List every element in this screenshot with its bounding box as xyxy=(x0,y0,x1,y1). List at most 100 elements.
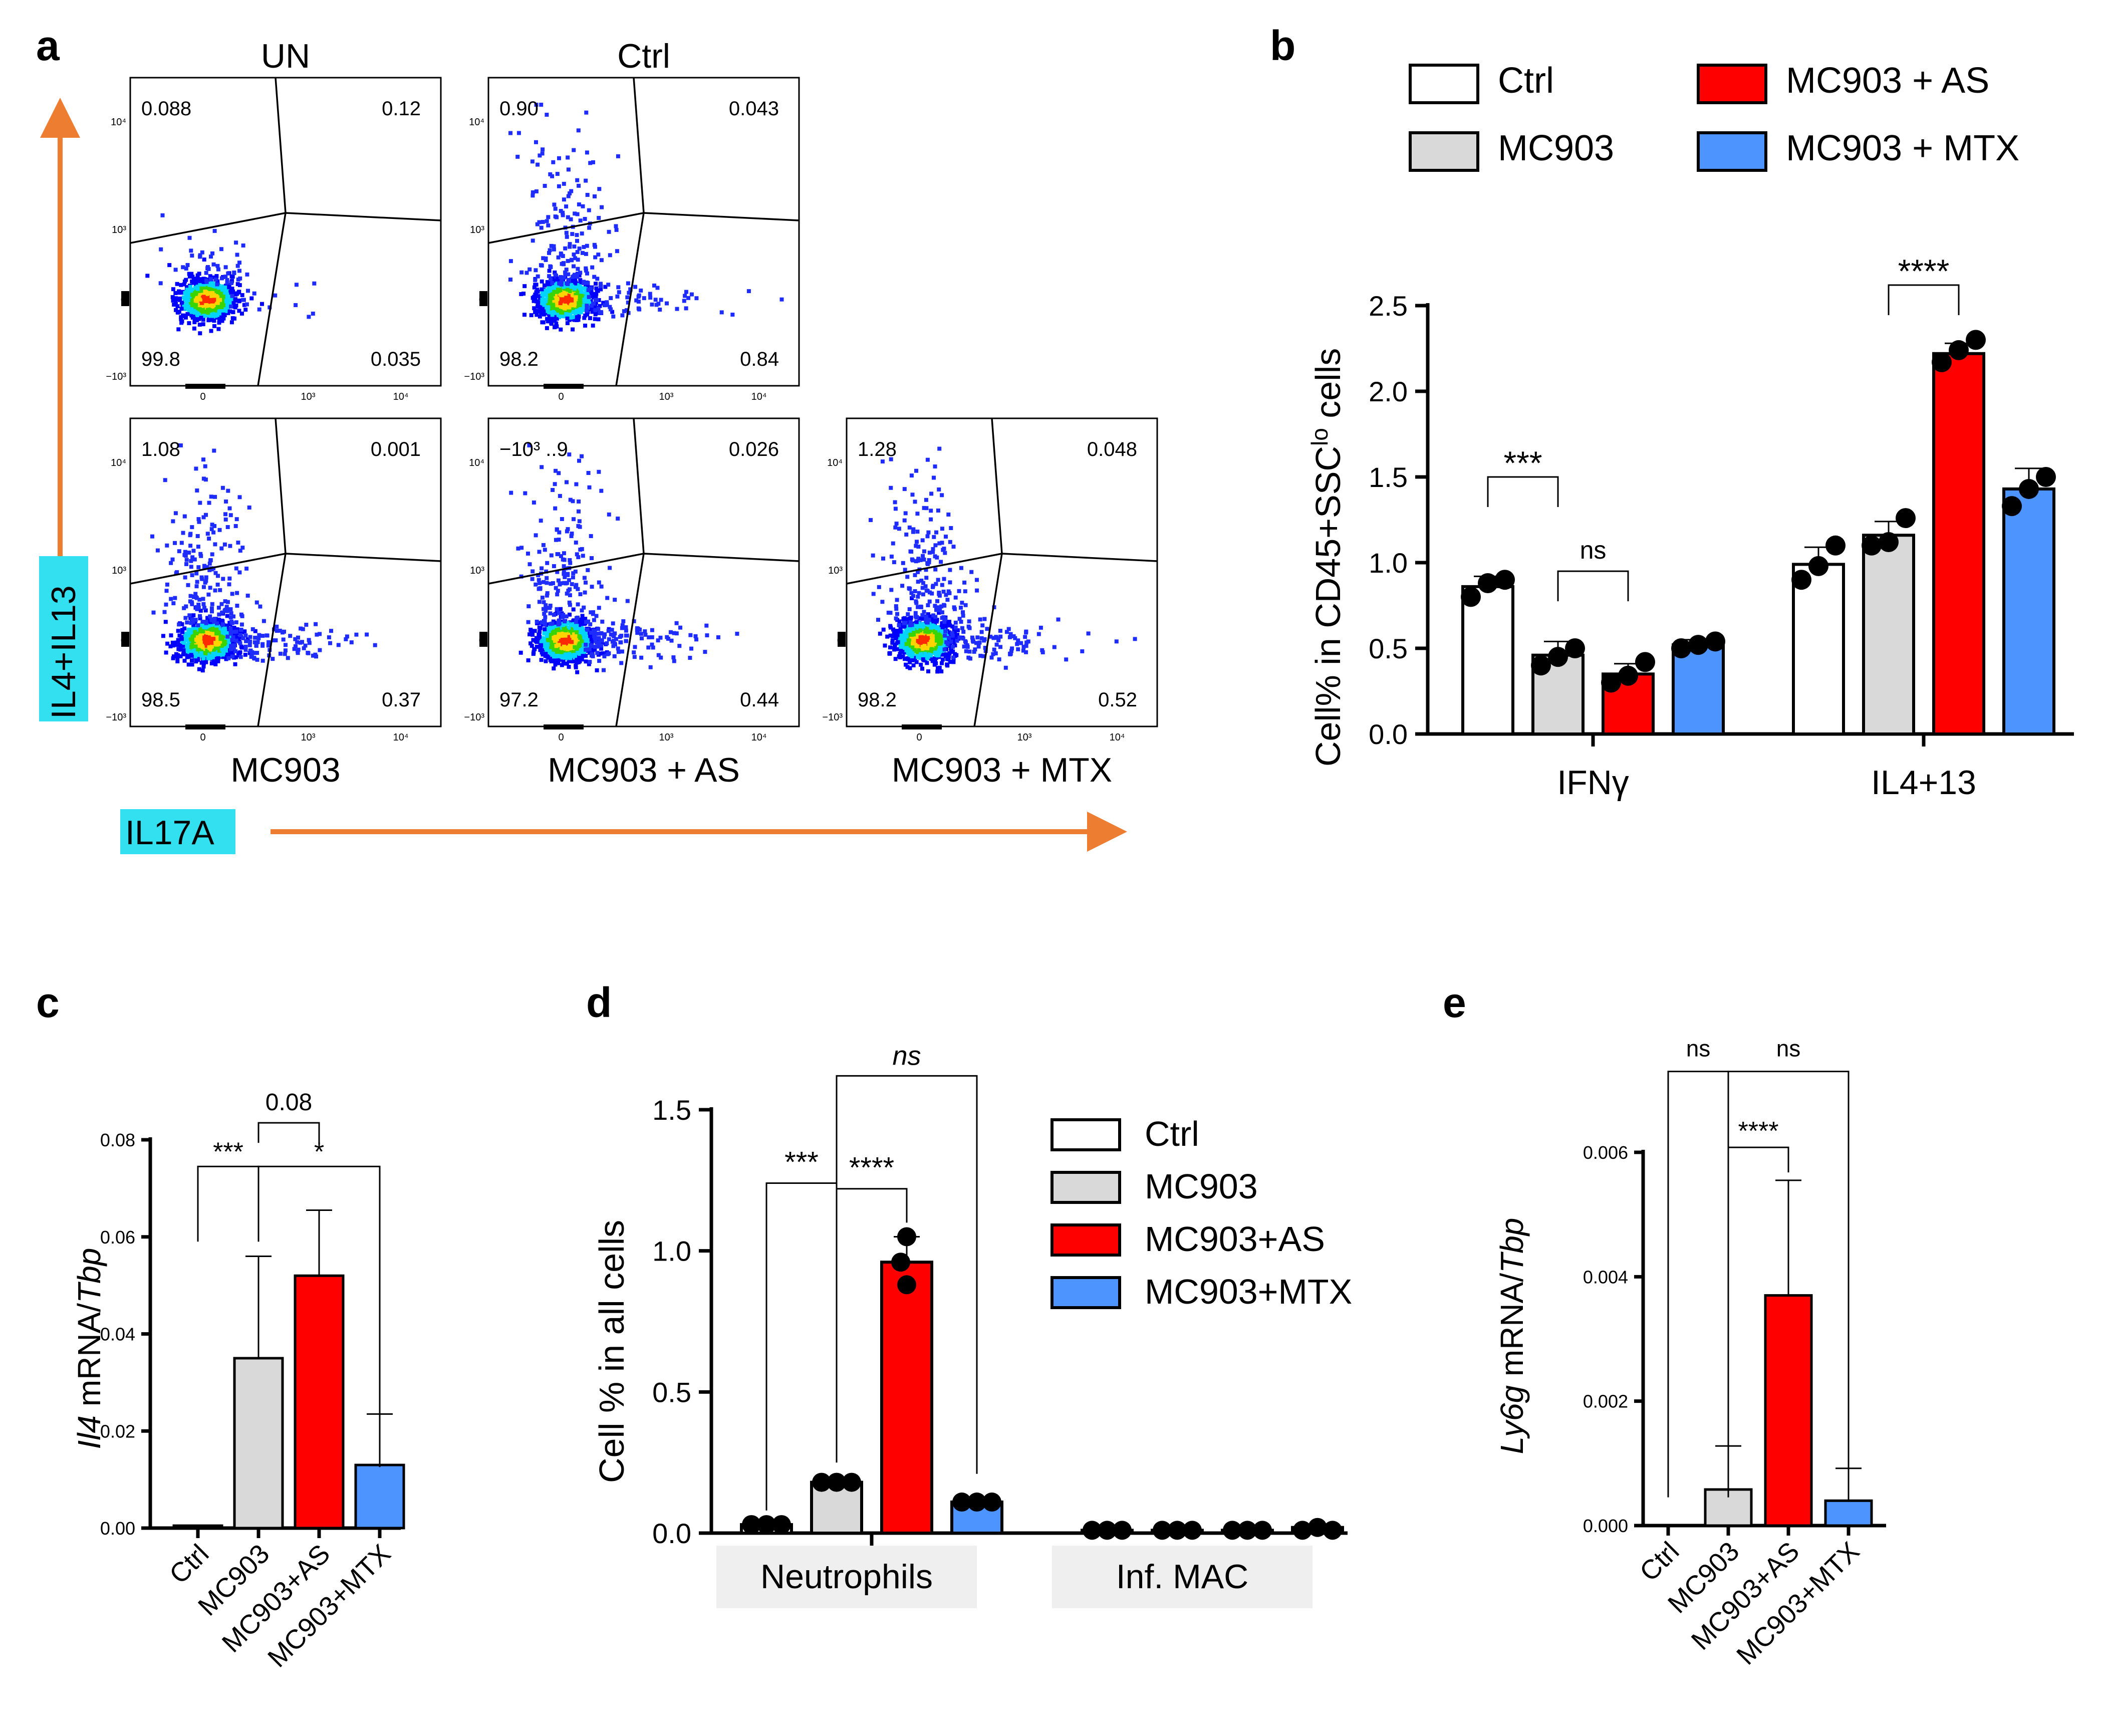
event-dot xyxy=(601,301,606,305)
event-dot xyxy=(271,657,275,661)
event-dot xyxy=(538,297,542,301)
event-dot xyxy=(207,501,211,505)
event-dot xyxy=(561,314,565,318)
event-dot xyxy=(205,565,209,569)
event-dot xyxy=(181,531,185,535)
event-dot xyxy=(584,659,588,664)
event-dot xyxy=(580,231,584,236)
event-dot xyxy=(548,290,553,295)
event-dot xyxy=(184,562,188,566)
event-dot xyxy=(586,281,590,285)
event-dot xyxy=(611,314,616,319)
event-dot xyxy=(213,662,218,666)
event-dot xyxy=(171,287,175,292)
event-dot xyxy=(531,652,536,656)
event-dot xyxy=(682,299,686,303)
event-dot xyxy=(205,265,210,269)
event-dot xyxy=(704,623,709,628)
event-dot xyxy=(209,527,214,532)
event-dot xyxy=(576,602,580,607)
event-dot xyxy=(637,307,642,312)
event-dot xyxy=(194,596,199,600)
event-dot xyxy=(168,644,173,649)
event-dot xyxy=(184,278,188,282)
event-dot xyxy=(561,254,565,258)
event-dot xyxy=(196,517,201,522)
event-dot xyxy=(539,300,544,304)
event-dot xyxy=(594,300,598,305)
event-dot xyxy=(566,259,570,263)
event-dot xyxy=(179,541,184,545)
event-dot xyxy=(552,202,557,207)
event-dot xyxy=(620,626,624,630)
event-dot xyxy=(575,283,580,287)
event-dot xyxy=(553,506,558,511)
event-dot xyxy=(213,494,217,499)
event-dot xyxy=(587,295,591,299)
event-dot xyxy=(568,612,572,617)
event-dot xyxy=(636,295,641,299)
event-dot xyxy=(202,638,207,643)
event-dot xyxy=(211,307,216,311)
event-dot xyxy=(197,520,201,524)
event-dot xyxy=(547,314,552,318)
event-dot xyxy=(349,640,354,645)
event-dot xyxy=(570,532,574,536)
rug-x xyxy=(544,724,584,729)
event-dot xyxy=(223,599,227,604)
event-dot xyxy=(195,287,200,291)
event-dot xyxy=(548,299,552,304)
event-dot xyxy=(597,187,602,191)
event-dot xyxy=(584,269,588,273)
event-dot xyxy=(609,632,613,637)
event-dot xyxy=(179,307,184,311)
event-dot xyxy=(225,309,230,314)
event-dot xyxy=(552,666,556,671)
event-dot xyxy=(586,288,591,292)
event-dot xyxy=(571,327,575,332)
event-dot xyxy=(201,655,206,659)
event-dot xyxy=(586,471,591,475)
event-dot xyxy=(694,296,699,301)
event-dot xyxy=(610,310,615,314)
event-dot xyxy=(554,321,559,326)
event-dot xyxy=(169,633,173,638)
event-dot xyxy=(561,621,566,626)
event-dot xyxy=(198,501,202,505)
event-dot xyxy=(225,634,230,639)
event-dot xyxy=(675,307,679,311)
event-dot xyxy=(578,548,583,552)
event-dot xyxy=(557,156,561,160)
event-dot xyxy=(570,284,575,289)
event-dot xyxy=(193,311,197,315)
y-channel-bg xyxy=(39,556,88,721)
event-dot xyxy=(230,275,235,279)
event-dot xyxy=(606,629,611,633)
event-dot xyxy=(609,296,613,300)
event-dot xyxy=(214,627,219,632)
event-dot xyxy=(568,315,573,320)
event-dot xyxy=(223,309,228,313)
event-dot xyxy=(536,300,541,305)
event-dot xyxy=(549,622,553,626)
event-dot xyxy=(568,244,572,249)
event-dot xyxy=(186,662,191,667)
rug-x xyxy=(544,384,584,389)
event-dot xyxy=(595,651,600,655)
event-dot xyxy=(532,306,537,311)
event-dot xyxy=(554,644,559,648)
event-dot xyxy=(194,571,199,576)
event-dot xyxy=(648,292,652,296)
event-dot xyxy=(211,262,216,267)
event-dot xyxy=(312,281,317,286)
event-dot xyxy=(235,591,239,595)
rug-x xyxy=(185,724,225,729)
event-dot xyxy=(577,294,582,298)
event-dot xyxy=(580,649,584,653)
event-dot xyxy=(217,286,221,290)
event-dot xyxy=(208,313,213,317)
event-dot xyxy=(652,283,656,288)
event-dot xyxy=(556,646,561,651)
quadrant-ll: 98.5 xyxy=(141,689,180,711)
event-dot xyxy=(194,635,199,640)
